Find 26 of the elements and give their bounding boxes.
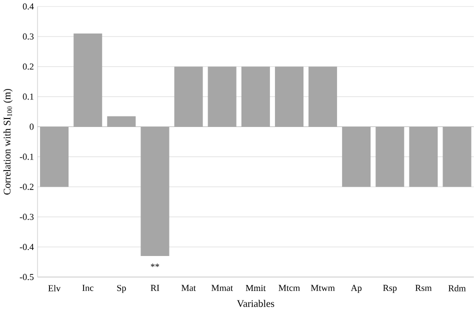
y-tick-label: 0 bbox=[30, 123, 34, 130]
x-tick-label: Mmit bbox=[246, 284, 266, 291]
y-tick-label: -0.5 bbox=[20, 274, 34, 280]
x-tick-label: Rsp bbox=[383, 284, 397, 293]
x-tick-label: Mtcm bbox=[278, 284, 300, 291]
y-tick-label: -0.3 bbox=[20, 214, 34, 220]
x-tick-label: Sp bbox=[117, 284, 126, 293]
x-tick-label: Inc bbox=[82, 284, 94, 291]
x-tick-label: Rdm bbox=[448, 284, 466, 292]
x-tick-label: Rsm bbox=[415, 284, 432, 291]
y-tick-label: 0.2 bbox=[22, 63, 34, 70]
y-tick-label: 0.4 bbox=[22, 3, 34, 10]
y-axis-title: Correlation with SI$_{100}$ (m) bbox=[3, 88, 13, 194]
x-tick-label: Ap bbox=[350, 284, 362, 293]
y-tick-label: -0.1 bbox=[20, 153, 34, 160]
x-tick-label: Elv bbox=[48, 284, 61, 292]
y-tick-label: 0.3 bbox=[22, 33, 34, 40]
x-tick-label: RI bbox=[150, 284, 160, 291]
x-axis-title: Variables bbox=[236, 300, 274, 307]
y-tick-label: -0.4 bbox=[20, 244, 34, 250]
x-tick-label: Mmat bbox=[211, 284, 233, 291]
y-tick-label: 0.1 bbox=[22, 93, 34, 100]
y-tick-label: -0.2 bbox=[20, 184, 34, 190]
annotation: ** bbox=[150, 263, 160, 267]
x-tick-label: Mtwm bbox=[310, 284, 335, 291]
x-tick-label: Mat bbox=[181, 284, 196, 291]
